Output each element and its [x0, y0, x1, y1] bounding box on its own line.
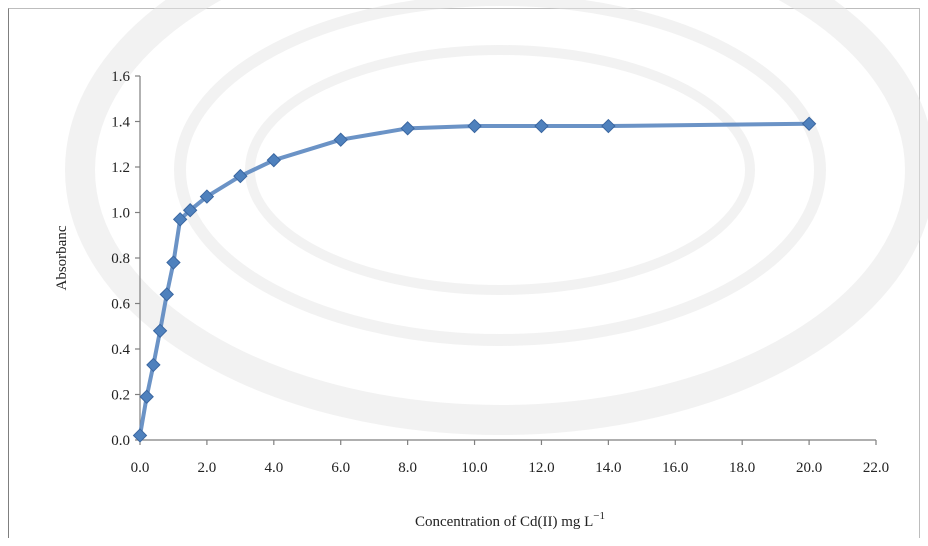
y-axis-title: Absorbanc	[54, 225, 70, 290]
y-tick-label: 1.2	[111, 160, 130, 176]
x-tick-label: 2.0	[198, 460, 217, 476]
x-axis-title: Concentration of Cd(II) mg L−1	[415, 510, 605, 530]
y-tick-label: 0.4	[111, 342, 130, 358]
data-point-marker	[132, 428, 148, 443]
data-series	[132, 116, 817, 443]
data-point-marker	[333, 132, 348, 147]
y-tick-label: 0.6	[111, 297, 130, 313]
data-point-marker	[534, 118, 549, 134]
x-tick-label: 16.0	[662, 460, 688, 476]
x-tick-label: 14.0	[595, 460, 621, 476]
x-tick-label: 18.0	[729, 460, 755, 476]
data-point-marker	[400, 121, 415, 136]
x-tick-label: 6.0	[331, 460, 350, 476]
x-tick-label: 10.0	[461, 460, 487, 476]
data-point-marker	[139, 389, 154, 404]
x-tick-label: 20.0	[796, 460, 822, 476]
data-point-marker	[159, 287, 174, 302]
y-tick-label: 1.0	[111, 206, 130, 222]
chart-frame	[8, 8, 920, 538]
data-point-marker	[199, 189, 215, 204]
data-point-marker	[182, 203, 198, 218]
data-point-marker	[467, 118, 482, 134]
y-tick-label: 1.6	[111, 69, 130, 85]
x-tick-label: 8.0	[398, 460, 417, 476]
data-point-marker	[233, 168, 248, 184]
y-tick-label: 0.2	[111, 388, 130, 404]
x-axis-ticks: 0.0 2.0 4.0 6.0 8.0 10.0 12.0 14.0 16.0 18.0 20.0 2…	[131, 440, 889, 476]
data-point-marker	[152, 323, 168, 339]
y-axis-ticks: 0.0 0.2 0.4 0.6 0.8 1.0 1.2 1.4 1.6	[111, 69, 140, 449]
data-point-marker	[601, 118, 616, 134]
data-point-marker	[146, 357, 161, 373]
data-point-marker	[166, 255, 181, 270]
watermark-seal	[65, 0, 928, 435]
y-tick-label: 0.8	[111, 251, 130, 267]
x-axis-title-superscript: −1	[593, 510, 605, 522]
data-point-marker	[266, 152, 282, 168]
x-tick-label: 12.0	[528, 460, 554, 476]
data-point-marker	[172, 212, 188, 227]
y-tick-label: 0.0	[111, 433, 130, 449]
x-tick-label: 0.0	[131, 460, 150, 476]
y-tick-label: 1.4	[111, 115, 130, 131]
x-axis-title-text: Concentration of Cd(II) mg L	[415, 514, 593, 530]
x-tick-label: 22.0	[863, 460, 889, 476]
data-point-marker	[801, 116, 817, 131]
x-tick-label: 4.0	[264, 460, 283, 476]
